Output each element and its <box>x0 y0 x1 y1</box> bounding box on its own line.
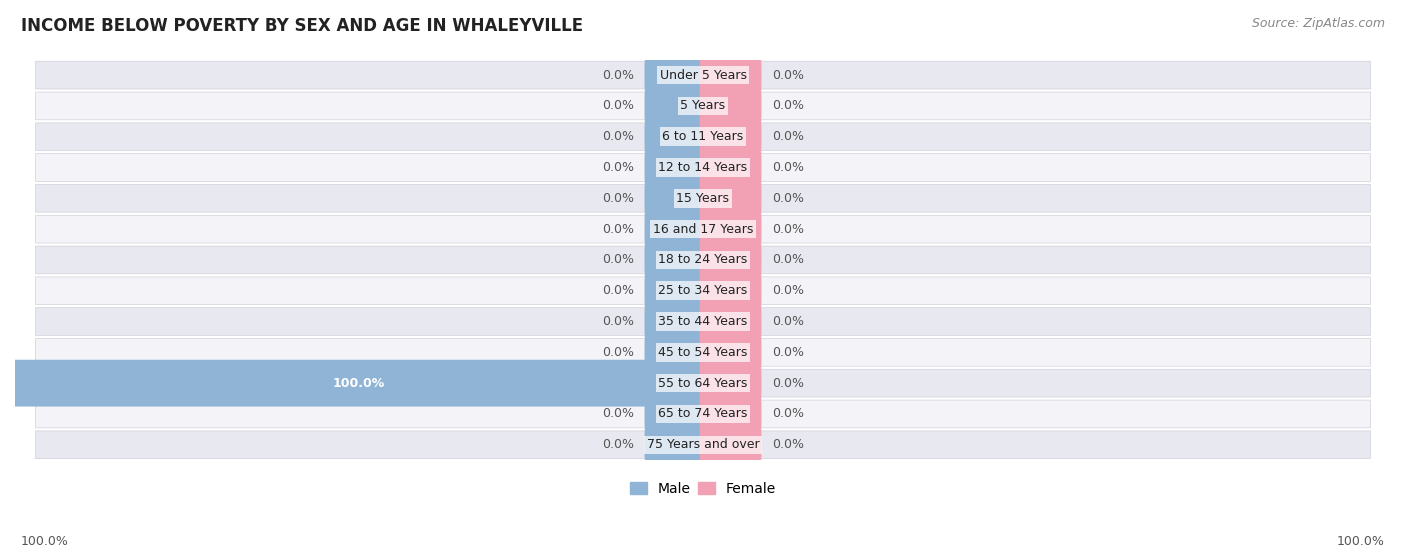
FancyBboxPatch shape <box>700 329 762 376</box>
Text: 0.0%: 0.0% <box>772 222 804 236</box>
FancyBboxPatch shape <box>700 360 762 406</box>
Text: 35 to 44 Years: 35 to 44 Years <box>658 315 748 328</box>
Text: 5 Years: 5 Years <box>681 100 725 112</box>
FancyBboxPatch shape <box>644 267 706 314</box>
Text: 0.0%: 0.0% <box>602 438 634 451</box>
Text: 0.0%: 0.0% <box>772 408 804 420</box>
Text: 0.0%: 0.0% <box>772 377 804 390</box>
FancyBboxPatch shape <box>700 391 762 437</box>
Text: 0.0%: 0.0% <box>772 284 804 297</box>
Text: Source: ZipAtlas.com: Source: ZipAtlas.com <box>1251 17 1385 30</box>
FancyBboxPatch shape <box>35 277 1371 305</box>
FancyBboxPatch shape <box>644 113 706 160</box>
Text: Under 5 Years: Under 5 Years <box>659 69 747 82</box>
Text: 0.0%: 0.0% <box>772 161 804 174</box>
Text: 0.0%: 0.0% <box>602 222 634 236</box>
FancyBboxPatch shape <box>644 329 706 376</box>
Text: 0.0%: 0.0% <box>602 315 634 328</box>
FancyBboxPatch shape <box>644 236 706 283</box>
FancyBboxPatch shape <box>35 246 1371 274</box>
FancyBboxPatch shape <box>35 307 1371 335</box>
FancyBboxPatch shape <box>700 175 762 222</box>
Text: 0.0%: 0.0% <box>602 284 634 297</box>
Text: 25 to 34 Years: 25 to 34 Years <box>658 284 748 297</box>
FancyBboxPatch shape <box>35 400 1371 428</box>
Text: 16 and 17 Years: 16 and 17 Years <box>652 222 754 236</box>
Text: 0.0%: 0.0% <box>602 192 634 205</box>
FancyBboxPatch shape <box>35 369 1371 397</box>
FancyBboxPatch shape <box>700 236 762 283</box>
Text: 0.0%: 0.0% <box>602 130 634 143</box>
Text: 0.0%: 0.0% <box>602 408 634 420</box>
Legend: Male, Female: Male, Female <box>624 476 782 501</box>
FancyBboxPatch shape <box>700 52 762 98</box>
FancyBboxPatch shape <box>644 144 706 191</box>
FancyBboxPatch shape <box>644 52 706 98</box>
FancyBboxPatch shape <box>11 360 706 406</box>
Text: INCOME BELOW POVERTY BY SEX AND AGE IN WHALEYVILLE: INCOME BELOW POVERTY BY SEX AND AGE IN W… <box>21 17 583 35</box>
FancyBboxPatch shape <box>35 184 1371 212</box>
Text: 100.0%: 100.0% <box>333 377 385 390</box>
Text: 45 to 54 Years: 45 to 54 Years <box>658 346 748 359</box>
Text: 100.0%: 100.0% <box>1337 535 1385 548</box>
FancyBboxPatch shape <box>700 267 762 314</box>
FancyBboxPatch shape <box>700 113 762 160</box>
Text: 6 to 11 Years: 6 to 11 Years <box>662 130 744 143</box>
FancyBboxPatch shape <box>700 83 762 129</box>
Text: 0.0%: 0.0% <box>772 253 804 267</box>
FancyBboxPatch shape <box>35 339 1371 366</box>
FancyBboxPatch shape <box>700 298 762 345</box>
FancyBboxPatch shape <box>644 298 706 345</box>
FancyBboxPatch shape <box>35 123 1371 150</box>
FancyBboxPatch shape <box>700 206 762 253</box>
FancyBboxPatch shape <box>700 421 762 468</box>
Text: 0.0%: 0.0% <box>602 346 634 359</box>
Text: 0.0%: 0.0% <box>772 315 804 328</box>
FancyBboxPatch shape <box>35 215 1371 243</box>
FancyBboxPatch shape <box>644 175 706 222</box>
FancyBboxPatch shape <box>644 391 706 437</box>
Text: 0.0%: 0.0% <box>602 253 634 267</box>
FancyBboxPatch shape <box>35 154 1371 181</box>
Text: 15 Years: 15 Years <box>676 192 730 205</box>
FancyBboxPatch shape <box>35 431 1371 458</box>
Text: 18 to 24 Years: 18 to 24 Years <box>658 253 748 267</box>
FancyBboxPatch shape <box>644 421 706 468</box>
Text: 0.0%: 0.0% <box>602 69 634 82</box>
Text: 12 to 14 Years: 12 to 14 Years <box>658 161 748 174</box>
Text: 0.0%: 0.0% <box>772 100 804 112</box>
Text: 0.0%: 0.0% <box>772 69 804 82</box>
Text: 65 to 74 Years: 65 to 74 Years <box>658 408 748 420</box>
Text: 75 Years and over: 75 Years and over <box>647 438 759 451</box>
Text: 0.0%: 0.0% <box>772 130 804 143</box>
Text: 0.0%: 0.0% <box>602 100 634 112</box>
Text: 100.0%: 100.0% <box>21 535 69 548</box>
FancyBboxPatch shape <box>644 206 706 253</box>
FancyBboxPatch shape <box>700 144 762 191</box>
Text: 55 to 64 Years: 55 to 64 Years <box>658 377 748 390</box>
Text: 0.0%: 0.0% <box>772 438 804 451</box>
Text: 0.0%: 0.0% <box>772 346 804 359</box>
FancyBboxPatch shape <box>644 83 706 129</box>
Text: 0.0%: 0.0% <box>772 192 804 205</box>
FancyBboxPatch shape <box>35 92 1371 120</box>
FancyBboxPatch shape <box>35 61 1371 89</box>
Text: 0.0%: 0.0% <box>602 161 634 174</box>
